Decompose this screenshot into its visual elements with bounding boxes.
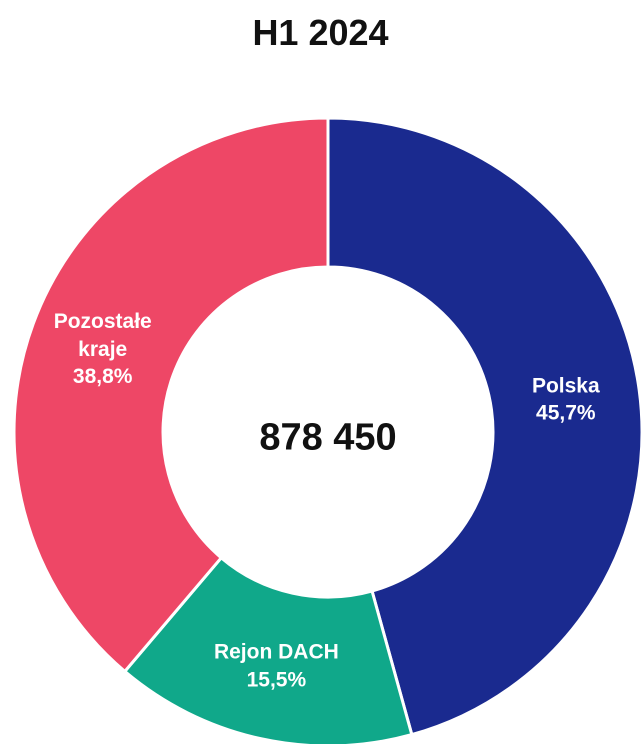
slice — [122, 555, 414, 744]
slice-value: 15,5% — [246, 668, 307, 692]
slice-value: 38,8% — [72, 364, 133, 388]
slice-label: Polska 45,7% — [532, 372, 600, 427]
slice-name: Pozostałe kraje — [53, 310, 152, 361]
slice-name: Rejon DACH — [213, 641, 339, 665]
slice-label: Pozostałe kraje 38,8% — [38, 308, 168, 390]
slice-label: Rejon DACH 15,5% — [214, 639, 339, 694]
slice — [326, 116, 641, 737]
slice-name: Polska — [531, 374, 600, 398]
slice — [12, 116, 330, 674]
center-label: 878 450 — [259, 416, 397, 459]
slice-value: 45,7% — [536, 401, 596, 425]
chart-title: H1 2024 — [252, 12, 389, 53]
